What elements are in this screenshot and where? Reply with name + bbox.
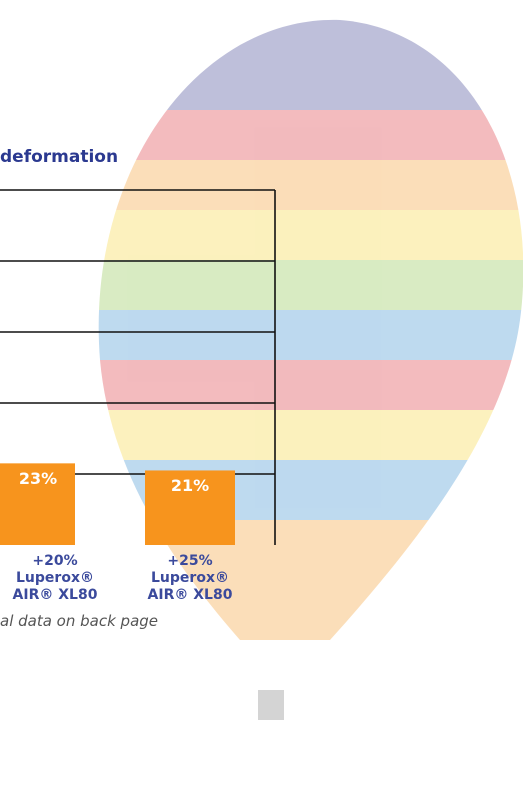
value-label: 23% xyxy=(19,469,57,488)
basket xyxy=(258,690,284,720)
bar xyxy=(0,463,75,545)
x-tick-label: +20% Luperox® AIR® XL80 xyxy=(12,553,98,603)
bar xyxy=(145,470,235,545)
footnote: al data on back page xyxy=(0,612,159,630)
value-label: 21% xyxy=(171,476,209,495)
x-tick-label: +25% Luperox® AIR® XL80 xyxy=(147,553,233,603)
chart-title: deformation xyxy=(0,147,118,167)
